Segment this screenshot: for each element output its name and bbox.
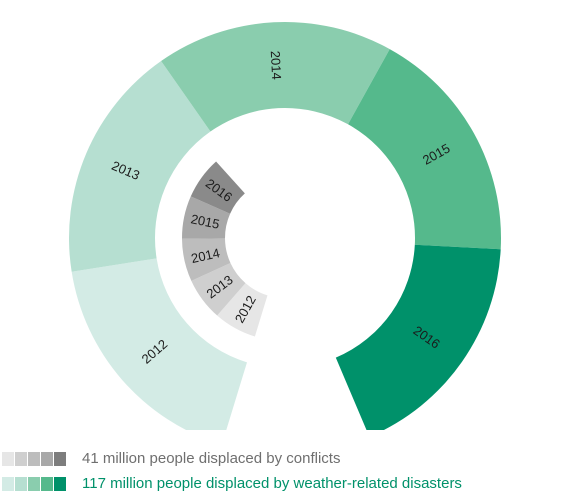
legend-swatch [41,452,53,466]
legend-swatches-weather [2,477,74,491]
outer-segment-2016 [335,244,501,430]
outer-segment-2012 [71,258,247,430]
legend-swatch [15,477,27,491]
legend-swatch [28,452,40,466]
legend-swatch [54,477,66,491]
outer-segment-2015 [348,49,501,250]
outer-segment-2014 [161,21,390,132]
outer-label-2014: 2014 [268,50,284,80]
inner-segment-2013 [191,262,246,316]
inner-label-2014: 2014 [190,245,221,266]
legend-swatch [41,477,53,491]
inner-segment-2014 [182,238,231,281]
inner-segment-2012 [217,283,268,337]
legend-label-weather: 117 million people displaced by weather-… [82,475,462,492]
inner-segment-2016 [190,161,245,214]
legend-swatch [54,452,66,466]
legend-swatch [15,452,27,466]
inner-label-2015: 2015 [190,211,221,232]
legend-label-conflicts: 41 million people displaced by conflicts [82,450,341,467]
legend-swatch [2,477,14,491]
legend-conflicts: 41 million people displaced by conflicts [0,450,563,472]
legend-weather: 117 million people displaced by weather-… [0,475,563,497]
legend-swatch [28,477,40,491]
outer-segment-2013 [69,61,211,272]
legend-swatches-conflicts [2,452,74,466]
inner-segment-2015 [181,196,231,239]
legend-swatch [2,452,14,466]
